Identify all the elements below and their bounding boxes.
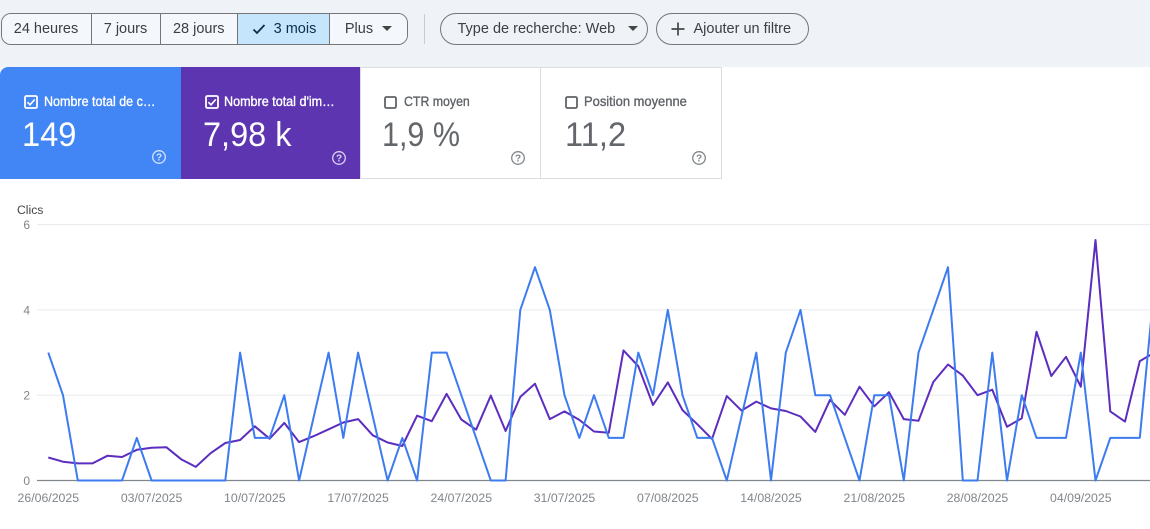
svg-text:4: 4 (23, 303, 30, 317)
svg-text:Clics: Clics (17, 203, 43, 217)
svg-text:31/07/2025: 31/07/2025 (534, 491, 596, 505)
svg-text:?: ? (336, 154, 342, 165)
svg-text:0: 0 (23, 474, 30, 488)
svg-text:04/09/2025: 04/09/2025 (1050, 491, 1112, 505)
svg-text:07/08/2025: 07/08/2025 (637, 491, 699, 505)
svg-text:24/07/2025: 24/07/2025 (431, 491, 493, 505)
svg-text:?: ? (156, 153, 162, 164)
svg-text:14/08/2025: 14/08/2025 (740, 491, 802, 505)
svg-text:03/07/2025: 03/07/2025 (121, 491, 183, 505)
svg-text:?: ? (695, 153, 701, 164)
svg-text:21/08/2025: 21/08/2025 (844, 491, 906, 505)
svg-text:?: ? (515, 153, 521, 164)
svg-text:28/08/2025: 28/08/2025 (947, 491, 1009, 505)
svg-text:26/06/2025: 26/06/2025 (18, 491, 80, 505)
svg-text:6: 6 (23, 218, 30, 232)
svg-text:10/07/2025: 10/07/2025 (224, 491, 286, 505)
svg-text:17/07/2025: 17/07/2025 (327, 491, 389, 505)
svg-text:2: 2 (23, 389, 30, 403)
